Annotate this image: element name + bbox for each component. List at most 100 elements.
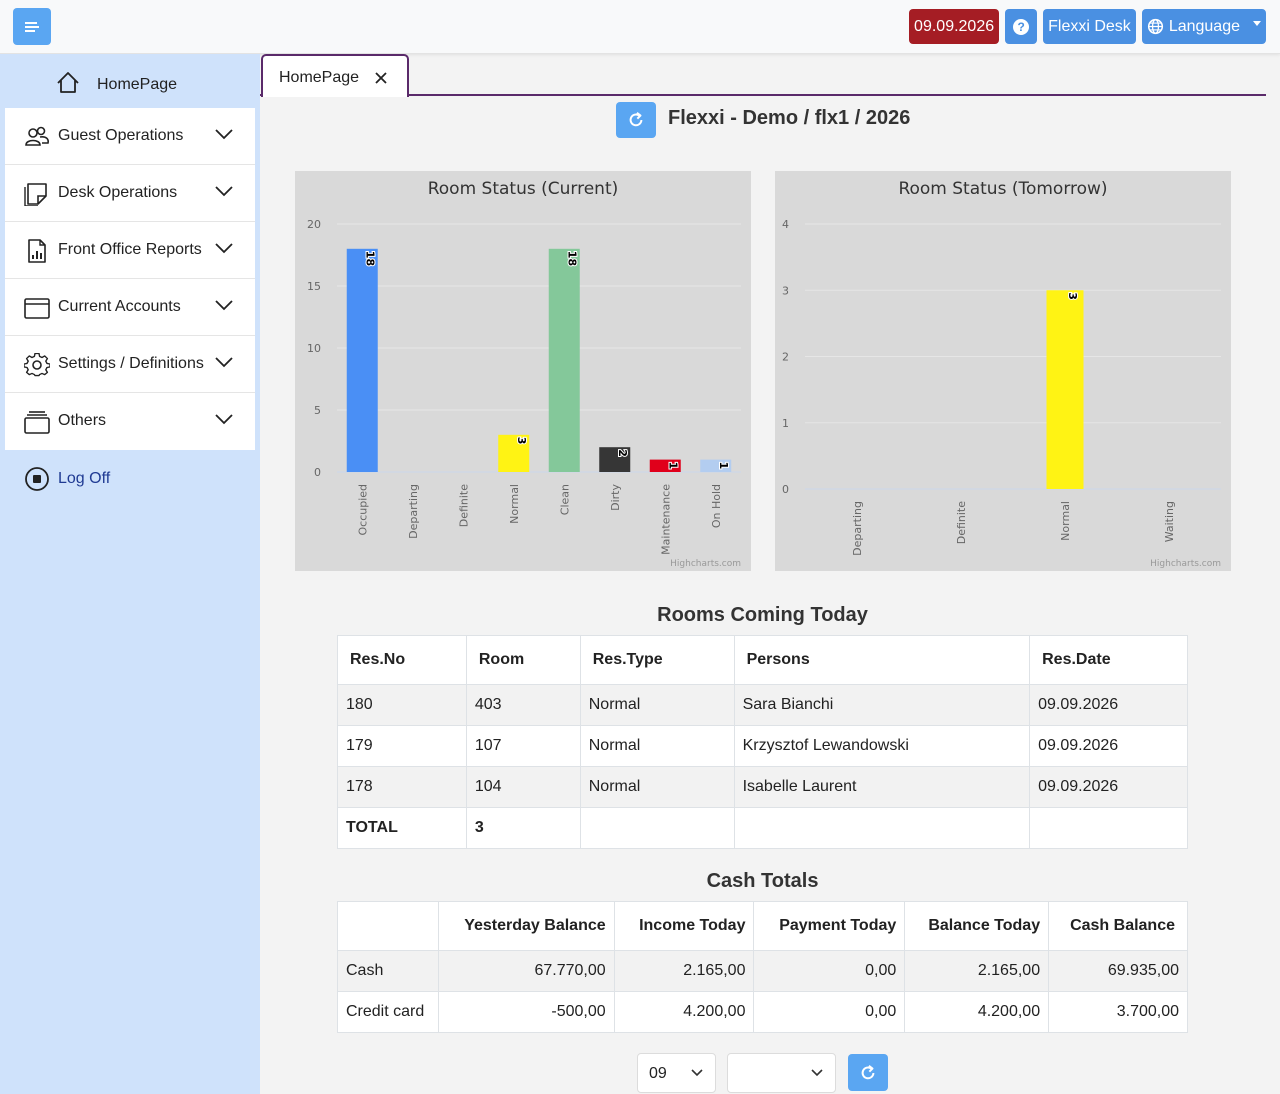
table-cell: 4.200,00: [613, 991, 755, 1033]
x-tick-label: Normal: [508, 484, 521, 524]
data-label: 3: [1066, 292, 1079, 300]
chevron-down-icon: [215, 357, 233, 368]
y-tick-label: 15: [307, 280, 321, 293]
sidebar-item-front-office-reports[interactable]: Front Office Reports: [5, 222, 255, 279]
language-dropdown[interactable]: Language: [1141, 9, 1266, 44]
chart-title: Room Status (Tomorrow): [898, 179, 1107, 199]
chevron-down-icon: [811, 1069, 823, 1077]
chart-bar: [346, 248, 378, 472]
sidebar-item-settings-definitions[interactable]: Settings / Definitions: [5, 336, 255, 393]
column-header: Income Today: [613, 901, 755, 951]
sidebar-item-guest-operations[interactable]: Guest Operations: [5, 108, 255, 165]
stack-icon: [24, 411, 50, 434]
sidebar-item-label: Guest Operations: [58, 127, 184, 144]
chart-svg: Room Status (Current) 0 5 10 15 20 18 Occupied D…: [307, 179, 741, 569]
sidebar-item-desk-operations[interactable]: Desk Operations: [5, 165, 255, 222]
cash-totals-title: Cash Totals: [706, 870, 819, 892]
x-tick-label: Occupied: [356, 484, 369, 536]
chart-credit[interactable]: Highcharts.com: [1150, 559, 1221, 569]
table-cell: 107: [465, 725, 581, 767]
x-tick-label: Definite: [955, 501, 968, 545]
sidebar-item-homepage[interactable]: HomePage: [0, 64, 260, 106]
table-row[interactable]: 180 403 Normal Sara Bianchi 09.09.2026: [337, 684, 1188, 726]
chart-credit[interactable]: Highcharts.com: [670, 559, 741, 569]
x-tick-label: Waiting: [1163, 501, 1176, 542]
chevron-down-icon: [215, 243, 233, 254]
menu-icon: [25, 20, 39, 34]
refresh-button[interactable]: [616, 102, 656, 138]
y-tick-label: 5: [314, 404, 321, 417]
globe-icon: [1147, 18, 1163, 35]
x-tick-label: On Hold: [710, 484, 723, 528]
sidebar-item-label: Desk Operations: [58, 184, 178, 201]
table-cell: 09.09.2026: [1029, 766, 1188, 808]
column-header: Payment Today: [753, 901, 906, 951]
column-header: Res.Date: [1029, 635, 1188, 685]
table-row[interactable]: Credit card -500,00 4.200,00 0,00 4.200,…: [337, 991, 1188, 1033]
current-date-button[interactable]: 09.09.2026: [909, 9, 1000, 44]
logoff-button[interactable]: Log Off: [24, 465, 110, 493]
table-row[interactable]: 178 104 Normal Isabelle Laurent 09.09.20…: [337, 766, 1188, 808]
sidebar-item-others[interactable]: Others: [5, 393, 255, 450]
x-tick-label: Departing: [851, 501, 864, 556]
period-select[interactable]: [727, 1053, 836, 1093]
column-header: Cash Balance: [1048, 901, 1188, 951]
help-button[interactable]: ?: [1005, 9, 1038, 44]
table-row[interactable]: 179 107 Normal Krzysztof Lewandowski 09.…: [337, 725, 1188, 767]
top-bar: 09.09.2026 ? Flexxi Desk Language: [0, 0, 1280, 54]
y-tick-label: 1: [782, 417, 789, 430]
gear-icon: [24, 353, 50, 377]
chart-title: Room Status (Current): [428, 179, 619, 199]
column-header: Yesterday Balance: [437, 901, 615, 951]
table-cell: 69.935,00: [1048, 950, 1188, 992]
table-cell: 4.200,00: [904, 991, 1050, 1033]
table-cell: 0,00: [753, 950, 906, 992]
menu-toggle-button[interactable]: [13, 8, 51, 45]
table-cell: Cash: [337, 950, 439, 992]
column-header: [337, 901, 439, 951]
sidebar-item-label: Current Accounts: [58, 298, 181, 315]
table-cell: [733, 807, 1031, 849]
chevron-down-icon: [691, 1069, 703, 1077]
table-cell: 2.165,00: [613, 950, 755, 992]
table-cell: Sara Bianchi: [733, 684, 1031, 726]
x-tick-label: Clean: [558, 484, 571, 515]
chart-bar: [599, 447, 631, 472]
chevron-down-icon: [215, 129, 233, 140]
table-row[interactable]: Cash 67.770,00 2.165,00 0,00 2.165,00 69…: [337, 950, 1188, 992]
x-tick-label: Dirty: [609, 484, 622, 511]
data-label: 1: [717, 462, 730, 470]
table-cell: Isabelle Laurent: [733, 766, 1031, 808]
table-cell: Credit card: [337, 991, 439, 1033]
sidebar-item-current-accounts[interactable]: Current Accounts: [5, 279, 255, 336]
data-label: 2: [616, 449, 629, 457]
chart-bar: [1046, 290, 1084, 489]
table-cell: 104: [465, 766, 581, 808]
table-cell: 178: [337, 766, 467, 808]
column-header: Persons: [733, 635, 1031, 685]
filter-refresh-button[interactable]: [848, 1054, 888, 1091]
sidebar-item-label: Settings / Definitions: [58, 355, 204, 372]
chart-svg: Room Status (Tomorrow) 0 1 2 3 4 Departing Defi…: [782, 179, 1221, 569]
chart-bar: [649, 459, 681, 472]
desk-button[interactable]: Flexxi Desk: [1043, 9, 1136, 44]
window-icon: [24, 298, 50, 319]
tab-homepage[interactable]: HomePage: [261, 54, 409, 97]
column-header: Balance Today: [904, 901, 1050, 951]
rooms-coming-table: Res.No Room Res.Type Persons Res.Date 18…: [337, 635, 1188, 849]
chart-bar: [700, 459, 732, 472]
month-select[interactable]: 09: [637, 1053, 716, 1093]
rooms-coming-title: Rooms Coming Today: [657, 604, 868, 626]
table-cell: Normal: [579, 766, 735, 808]
table-cell: 179: [337, 725, 467, 767]
table-total-row: TOTAL 3: [337, 807, 1188, 849]
close-icon[interactable]: [375, 72, 387, 84]
page-title: Flexxi - Demo / flx1 / 2026: [668, 107, 911, 129]
data-label: 1: [666, 462, 679, 470]
refresh-icon: [861, 1064, 875, 1079]
table-cell: 180: [337, 684, 467, 726]
sticky-note-icon: [24, 183, 47, 206]
total-value: 3: [465, 807, 581, 849]
sidebar-home-label: HomePage: [97, 76, 178, 93]
table-cell: Normal: [579, 684, 735, 726]
